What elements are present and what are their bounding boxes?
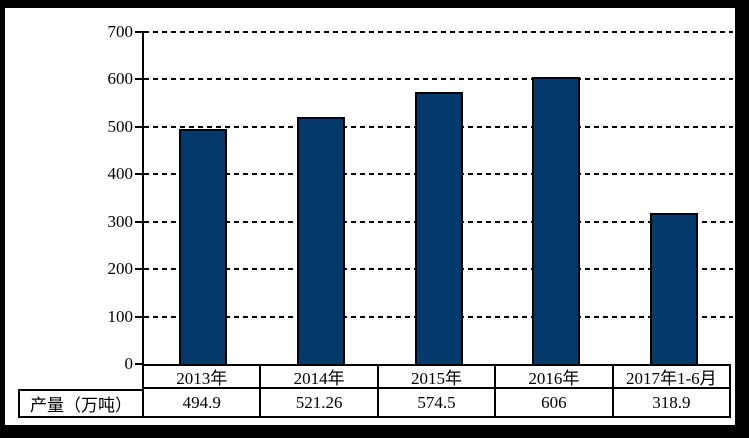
gridline-700 — [144, 31, 733, 33]
y-axis-tick-400 — [135, 173, 144, 176]
y-axis-tick-label-100: 100 — [107, 306, 134, 326]
plot-area — [135, 31, 733, 365]
bar-2015年 — [414, 91, 463, 364]
data-table-row-label: 产量（万吨） — [18, 389, 142, 418]
value-cell-2014年: 521.26 — [261, 389, 379, 416]
y-axis-tick-500 — [135, 125, 144, 128]
x-axis-category-row: 2013年 2014年 2015年 2016年 2017年1-6月 — [142, 364, 731, 389]
y-axis-tick-300 — [135, 220, 144, 223]
category-cell-2016年: 2016年 — [496, 366, 614, 387]
y-axis-tick-label-300: 300 — [107, 211, 134, 231]
bar-2017年1-6月 — [650, 212, 699, 364]
y-axis-tick-label-200: 200 — [107, 259, 134, 279]
category-cell-2015年: 2015年 — [379, 366, 497, 387]
y-axis-tick-label-400: 400 — [107, 164, 134, 184]
value-cell-2016年: 606 — [496, 389, 614, 416]
bar-2016年 — [532, 76, 581, 364]
y-axis-tick-200 — [135, 268, 144, 271]
bar-2013年 — [178, 129, 227, 364]
value-cell-2017年1-6月: 318.9 — [652, 392, 691, 412]
value-cell-2013年: 494.9 — [144, 389, 262, 416]
y-axis-tick-label-700: 700 — [107, 22, 134, 41]
bar-2014年 — [296, 116, 345, 364]
y-axis-tick-0 — [135, 363, 144, 365]
y-axis-tick-label-0: 0 — [124, 354, 134, 373]
y-axis-tick-label-500: 500 — [107, 116, 134, 136]
category-cell-2014年: 2014年 — [261, 366, 379, 387]
category-cell-2017年1-6月: 2017年1-6月 — [625, 369, 717, 387]
value-cell-2015年: 574.5 — [379, 389, 497, 416]
y-axis-tick-100 — [135, 315, 144, 318]
gridline-600 — [144, 78, 733, 81]
y-axis-tick-label-600: 600 — [107, 69, 134, 89]
y-axis-tick-700 — [135, 31, 144, 33]
category-cell-2013年: 2013年 — [144, 366, 262, 387]
y-axis-tick-600 — [135, 78, 144, 81]
data-table-value-row: 494.9 521.26 574.5 606 318.9 — [142, 389, 731, 418]
